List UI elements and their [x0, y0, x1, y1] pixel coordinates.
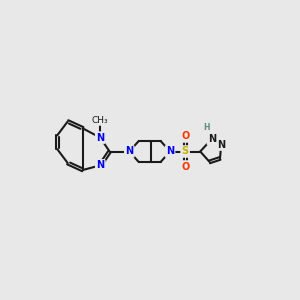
- Text: H: H: [203, 123, 209, 132]
- Text: N: N: [166, 146, 174, 157]
- Text: N: N: [208, 134, 216, 144]
- Text: O: O: [181, 161, 189, 172]
- Text: S: S: [182, 146, 189, 157]
- Text: N: N: [96, 160, 104, 170]
- Text: N: N: [217, 140, 225, 150]
- Text: N: N: [96, 133, 104, 142]
- Text: N: N: [125, 146, 134, 157]
- Text: CH₃: CH₃: [92, 116, 109, 125]
- Text: O: O: [181, 131, 189, 142]
